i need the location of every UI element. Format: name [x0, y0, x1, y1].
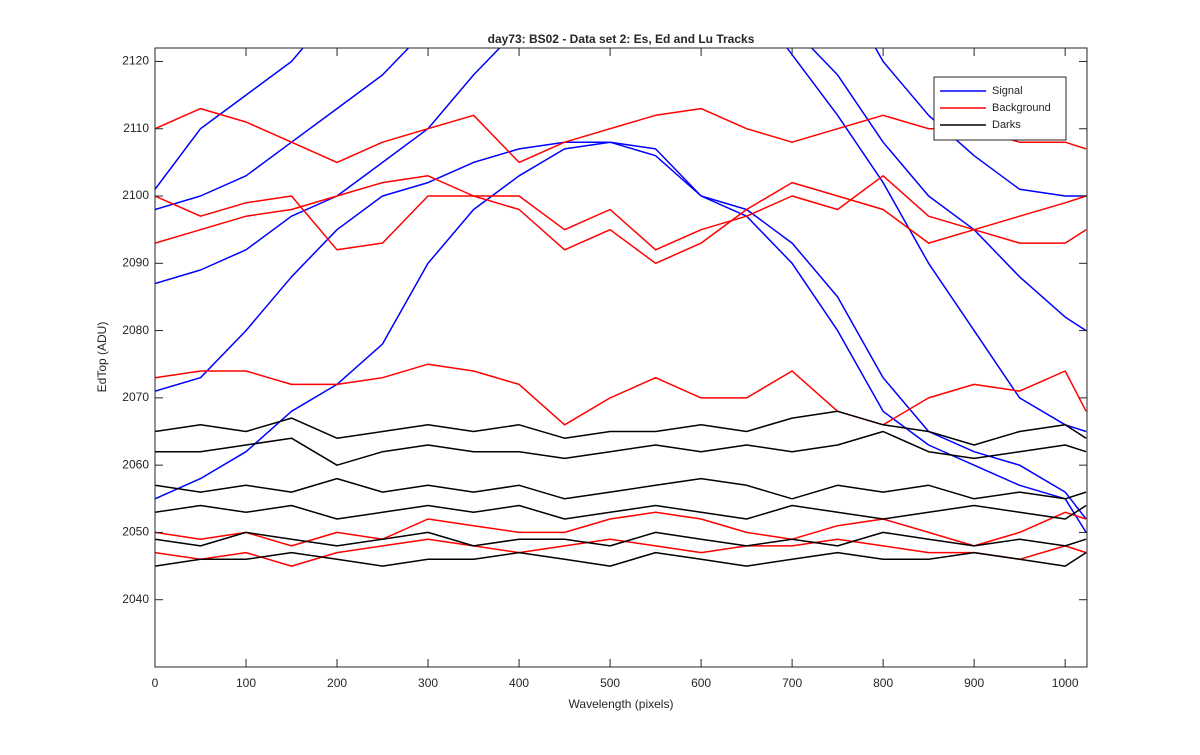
series-line	[155, 551, 1087, 567]
series-line	[155, 175, 1087, 251]
series-line	[155, 175, 1087, 265]
y-tick-label: 2100	[122, 188, 149, 202]
legend-label: Darks	[992, 119, 1021, 131]
series-line	[155, 48, 1087, 332]
x-tick-label: 1000	[1052, 676, 1079, 690]
plot-area	[155, 48, 1087, 667]
legend: Signal Background Darks	[933, 76, 1067, 141]
series-line	[155, 511, 1087, 547]
x-tick-label: 0	[152, 676, 159, 690]
series-line	[155, 531, 1087, 547]
y-tick-label: 2120	[122, 54, 149, 68]
x-tick-label: 900	[964, 676, 984, 690]
lines	[155, 48, 1087, 567]
x-tick-label: 100	[236, 676, 256, 690]
y-tick-label: 2040	[122, 592, 149, 606]
x-tick-label: 700	[782, 676, 802, 690]
series-line	[155, 410, 1087, 446]
y-tick-label: 2110	[123, 121, 149, 135]
chart-title: day73: BS02 - Data set 2: Es, Ed and Lu …	[488, 32, 755, 46]
legend-label: Background	[992, 102, 1051, 114]
series-line	[155, 363, 1087, 426]
x-tick-label: 200	[327, 676, 347, 690]
x-tick-label: 300	[418, 676, 438, 690]
series-line	[155, 430, 1087, 466]
x-tick-label: 500	[600, 676, 620, 690]
series-line	[155, 48, 1087, 433]
series-line	[155, 538, 1087, 567]
y-tick-label: 2050	[122, 525, 149, 539]
x-tick-label: 800	[873, 676, 893, 690]
series-line	[155, 141, 1087, 520]
y-tick-label: 2070	[122, 390, 149, 404]
y-tick-label: 2060	[122, 457, 149, 471]
legend-label: Signal	[992, 85, 1023, 97]
x-tick-label: 600	[691, 676, 711, 690]
x-axis-label: Wavelength (pixels)	[569, 697, 674, 711]
y-tick-label: 2080	[122, 323, 149, 337]
series-line	[155, 504, 1087, 520]
axes-box	[154, 47, 1088, 668]
series-line	[155, 477, 1087, 500]
x-tick-label: 400	[509, 676, 529, 690]
y-axis-label: EdTop (ADU)	[95, 322, 109, 393]
y-tick-label: 2090	[122, 255, 149, 269]
